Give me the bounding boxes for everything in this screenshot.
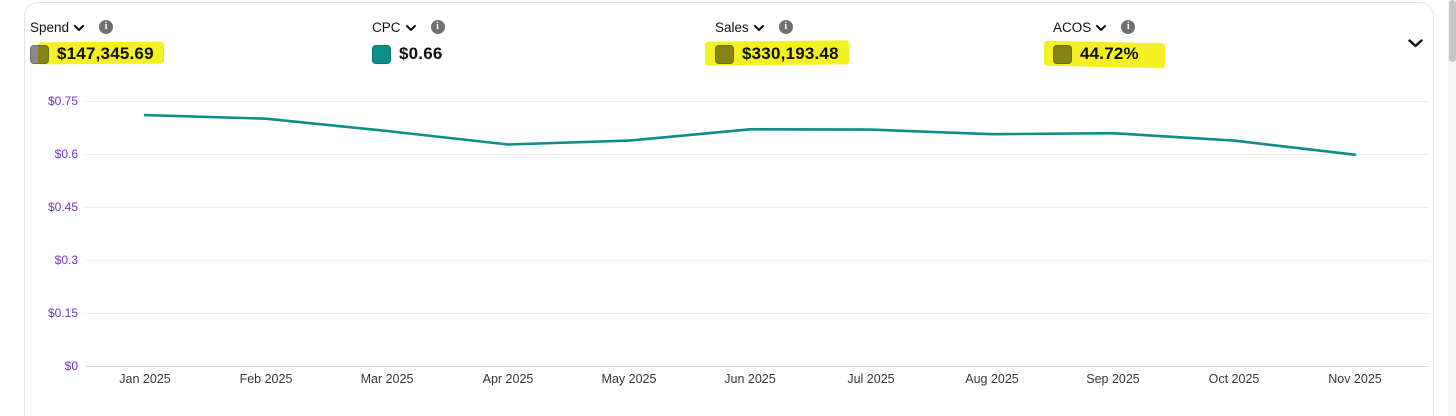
- metric-acos: ACOS i 44.72%: [1043, 18, 1166, 69]
- x-axis-tick-label: Mar 2025: [360, 372, 414, 386]
- metric-acos-label: ACOS: [1053, 19, 1092, 35]
- scrollbar-track: [1448, 0, 1456, 416]
- x-axis-tick-label: Apr 2025: [482, 372, 534, 386]
- x-axis-tick-label: Aug 2025: [965, 372, 1019, 386]
- chevron-down-icon: [1096, 25, 1107, 31]
- x-axis-tick-label: Sep 2025: [1086, 372, 1140, 386]
- metric-acos-dropdown[interactable]: ACOS i: [1053, 18, 1139, 36]
- x-axis-tick-label: Nov 2025: [1328, 372, 1382, 386]
- metric-acos-value-row: 44.72%: [1043, 40, 1166, 69]
- metric-spend-label: Spend: [30, 19, 70, 35]
- gridline: [85, 101, 1428, 102]
- x-axis-tick-label: Jun 2025: [724, 372, 776, 386]
- chevron-down-icon: [1407, 38, 1423, 47]
- info-icon[interactable]: i: [430, 20, 445, 34]
- scrollbar-thumb[interactable]: [1448, 0, 1456, 62]
- info-icon[interactable]: i: [778, 20, 793, 34]
- metric-cpc-swatch[interactable]: [372, 44, 391, 64]
- metric-spend: Spend i $147,345.69: [30, 18, 165, 65]
- info-icon[interactable]: i: [99, 20, 114, 34]
- x-axis-tick-label: Oct 2025: [1208, 372, 1260, 386]
- metric-cpc-dropdown[interactable]: CPC i: [372, 18, 445, 36]
- gridline: [85, 313, 1428, 314]
- gridline: [85, 207, 1428, 208]
- chevron-down-icon: [74, 25, 85, 31]
- y-axis-tick-label: $0.45: [47, 200, 78, 214]
- collapse-chart-button[interactable]: [1402, 32, 1428, 54]
- chart-card: [24, 2, 1434, 416]
- metric-sales-dropdown[interactable]: Sales i: [715, 18, 839, 36]
- x-axis-tick-label: Jul 2025: [847, 372, 895, 386]
- metric-cpc: CPC i $0.66: [372, 18, 445, 65]
- y-axis-tick-label: $0.6: [54, 147, 78, 161]
- metric-sales-label: Sales: [715, 19, 749, 35]
- gridline: [85, 260, 1428, 261]
- y-axis-tick-label: $0: [64, 359, 78, 373]
- gridline: [85, 154, 1428, 155]
- chevron-down-icon: [405, 25, 416, 31]
- y-axis-tick-label: $0.3: [54, 253, 78, 267]
- cpc-series-line: [143, 113, 1357, 156]
- metric-cpc-value: $0.66: [399, 44, 443, 63]
- metric-sales-value-row: $330,193.48: [704, 40, 850, 66]
- y-axis-tick-label: $0.75: [47, 94, 78, 108]
- metric-spend-value-row: $147,345.69: [30, 41, 165, 65]
- x-axis-tick-label: Jan 2025: [119, 372, 171, 386]
- chevron-down-icon: [753, 25, 764, 31]
- x-axis-tick-label: May 2025: [601, 372, 657, 386]
- metric-cpc-label: CPC: [372, 19, 401, 35]
- info-icon[interactable]: i: [1121, 20, 1136, 34]
- metric-sales: Sales i $330,193.48: [704, 18, 850, 66]
- y-axis-tick-label: $0.15: [47, 306, 78, 320]
- metric-spend-dropdown[interactable]: Spend i: [30, 18, 154, 36]
- metric-cpc-value-row: $0.66: [372, 43, 445, 65]
- gridline: [85, 366, 1428, 367]
- x-axis-tick-label: Feb 2025: [239, 372, 293, 386]
